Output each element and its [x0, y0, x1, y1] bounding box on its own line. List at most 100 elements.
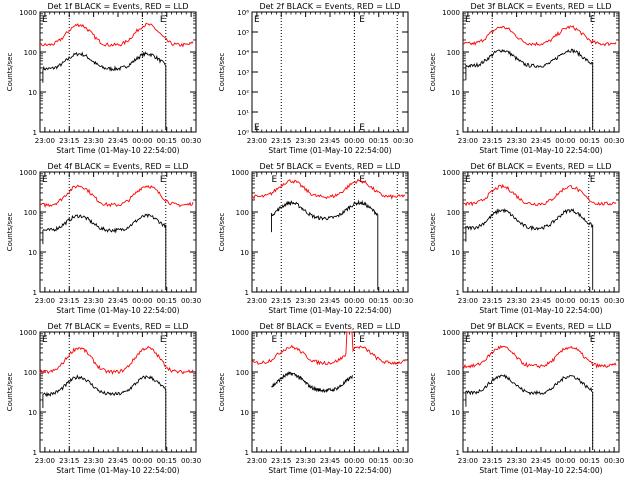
series-lld-line	[462, 183, 617, 207]
x-axis-label: Start Time (01-May-10 22:54:00)	[56, 466, 179, 475]
y-axis-label: Counts/sec	[429, 213, 437, 252]
x-tick-label: 00:15	[580, 457, 600, 465]
series-lld-line	[39, 184, 194, 208]
series-events-line	[465, 373, 594, 450]
x-tick-label: 00:15	[369, 137, 389, 145]
x-tick-label: 23:45	[320, 137, 340, 145]
y-tick-label: 10	[28, 409, 37, 417]
event-marker-label: E	[42, 15, 48, 25]
x-tick-label: 23:00	[35, 297, 55, 305]
x-tick-label: 00:30	[181, 457, 201, 465]
series-events-line	[42, 374, 167, 450]
y-axis-label: Counts/sec	[429, 373, 437, 412]
x-tick-label: 23:00	[35, 137, 55, 145]
event-marker-label: E	[465, 335, 471, 345]
y-axis-label: Counts/sec	[218, 373, 226, 412]
x-axis-label: Start Time (01-May-10 22:54:00)	[479, 466, 602, 475]
chart-title: Det 5f BLACK = Events, RED = LLD	[259, 162, 400, 171]
event-marker-label: E	[272, 175, 278, 185]
series-events-line	[465, 208, 594, 290]
y-tick-label: 10	[451, 89, 460, 97]
x-tick-label: 00:15	[157, 137, 177, 145]
x-tick-label: 23:15	[271, 457, 291, 465]
x-tick-label: 00:15	[157, 457, 177, 465]
series-events-line	[271, 371, 353, 394]
x-tick-label: 00:15	[157, 297, 177, 305]
x-tick-label: 23:00	[247, 457, 267, 465]
chart-panel-5: Det 5f BLACK = Events, RED = LLD Counts/s…	[218, 162, 413, 315]
y-tick-label: 1	[245, 289, 249, 297]
series-lld-line	[462, 25, 617, 47]
chart-panel-8: Det 8f BLACK = Events, RED = LLD Counts/s…	[218, 322, 413, 475]
y-tick-label: 10¹	[237, 109, 249, 117]
y-tick-label: 100	[236, 369, 249, 377]
x-axis-label: Start Time (01-May-10 22:54:00)	[56, 146, 179, 155]
x-tick-label: 00:00	[344, 297, 364, 305]
x-tick-label: 23:30	[507, 457, 527, 465]
y-tick-label: 10	[240, 409, 249, 417]
x-tick-label: 00:30	[181, 137, 201, 145]
x-axis-label: Start Time (01-May-10 22:54:00)	[268, 306, 391, 315]
y-tick-label: 1	[456, 129, 460, 137]
x-tick-label: 23:00	[458, 137, 478, 145]
x-axis-label: Start Time (01-May-10 22:54:00)	[56, 306, 179, 315]
x-tick-label: 00:15	[580, 137, 600, 145]
x-tick-label: 23:00	[458, 297, 478, 305]
x-tick-label: 00:00	[555, 297, 575, 305]
chart-title: Det 3f BLACK = Events, RED = LLD	[470, 2, 611, 11]
chart-panel-1: Det 1f BLACK = Events, RED = LLD Counts/s…	[6, 2, 201, 155]
y-tick-label: 1000	[442, 169, 460, 177]
x-axis-label: Start Time (01-May-10 22:54:00)	[479, 306, 602, 315]
x-tick-label: 23:45	[108, 457, 128, 465]
x-tick-label: 23:30	[84, 457, 104, 465]
event-marker-label: E	[254, 123, 260, 133]
y-tick-label: 10	[451, 249, 460, 257]
x-tick-label: 23:30	[507, 137, 527, 145]
y-tick-label: 100	[447, 369, 460, 377]
chart-panel-4: Det 4f BLACK = Events, RED = LLD Counts/s…	[6, 162, 201, 315]
x-tick-label: 23:15	[482, 137, 502, 145]
event-marker-label: E	[590, 175, 596, 185]
chart-title: Det 6f BLACK = Events, RED = LLD	[470, 162, 611, 171]
y-tick-label: 100	[24, 209, 37, 217]
x-tick-label: 00:00	[555, 457, 575, 465]
x-tick-label: 00:15	[580, 297, 600, 305]
x-tick-label: 23:00	[247, 137, 267, 145]
x-tick-label: 23:30	[507, 297, 527, 305]
series-lld-line	[251, 331, 406, 366]
chart-title: Det 4f BLACK = Events, RED = LLD	[47, 162, 188, 171]
y-tick-label: 10	[240, 249, 249, 257]
y-tick-label: 100	[24, 49, 37, 57]
event-marker-label: E	[590, 15, 596, 25]
x-tick-label: 23:00	[458, 457, 478, 465]
x-tick-label: 00:30	[393, 457, 413, 465]
y-axis-label: Counts/sec	[6, 53, 14, 92]
x-tick-label: 23:30	[296, 297, 316, 305]
x-tick-label: 23:30	[84, 137, 104, 145]
x-tick-label: 23:00	[35, 457, 55, 465]
x-tick-label: 00:30	[604, 137, 624, 145]
x-tick-label: 00:00	[344, 457, 364, 465]
x-tick-label: 23:15	[482, 457, 502, 465]
y-tick-label: 10⁶	[237, 9, 249, 17]
y-axis-label: Counts/sec	[218, 53, 226, 92]
event-marker-label: E	[254, 15, 260, 25]
chart-title: Det 1f BLACK = Events, RED = LLD	[47, 2, 188, 11]
series-events-line	[42, 213, 167, 290]
event-marker-label: E	[359, 175, 365, 185]
x-tick-label: 23:45	[531, 297, 551, 305]
x-tick-label: 00:00	[132, 297, 152, 305]
y-tick-label: 100	[236, 209, 249, 217]
event-marker-label: E	[160, 175, 166, 185]
x-tick-label: 23:00	[247, 297, 267, 305]
event-marker-label: E	[359, 123, 365, 133]
event-marker-label: E	[42, 335, 48, 345]
x-axis-label: Start Time (01-May-10 22:54:00)	[268, 466, 391, 475]
x-tick-label: 23:15	[59, 297, 79, 305]
x-tick-label: 00:00	[132, 137, 152, 145]
y-tick-label: 1	[33, 289, 37, 297]
x-axis-label: Start Time (01-May-10 22:54:00)	[479, 146, 602, 155]
chart-panel-9: Det 9f BLACK = Events, RED = LLD Counts/s…	[429, 322, 624, 475]
chart-panel-3: Det 3f BLACK = Events, RED = LLD Counts/s…	[429, 2, 624, 155]
